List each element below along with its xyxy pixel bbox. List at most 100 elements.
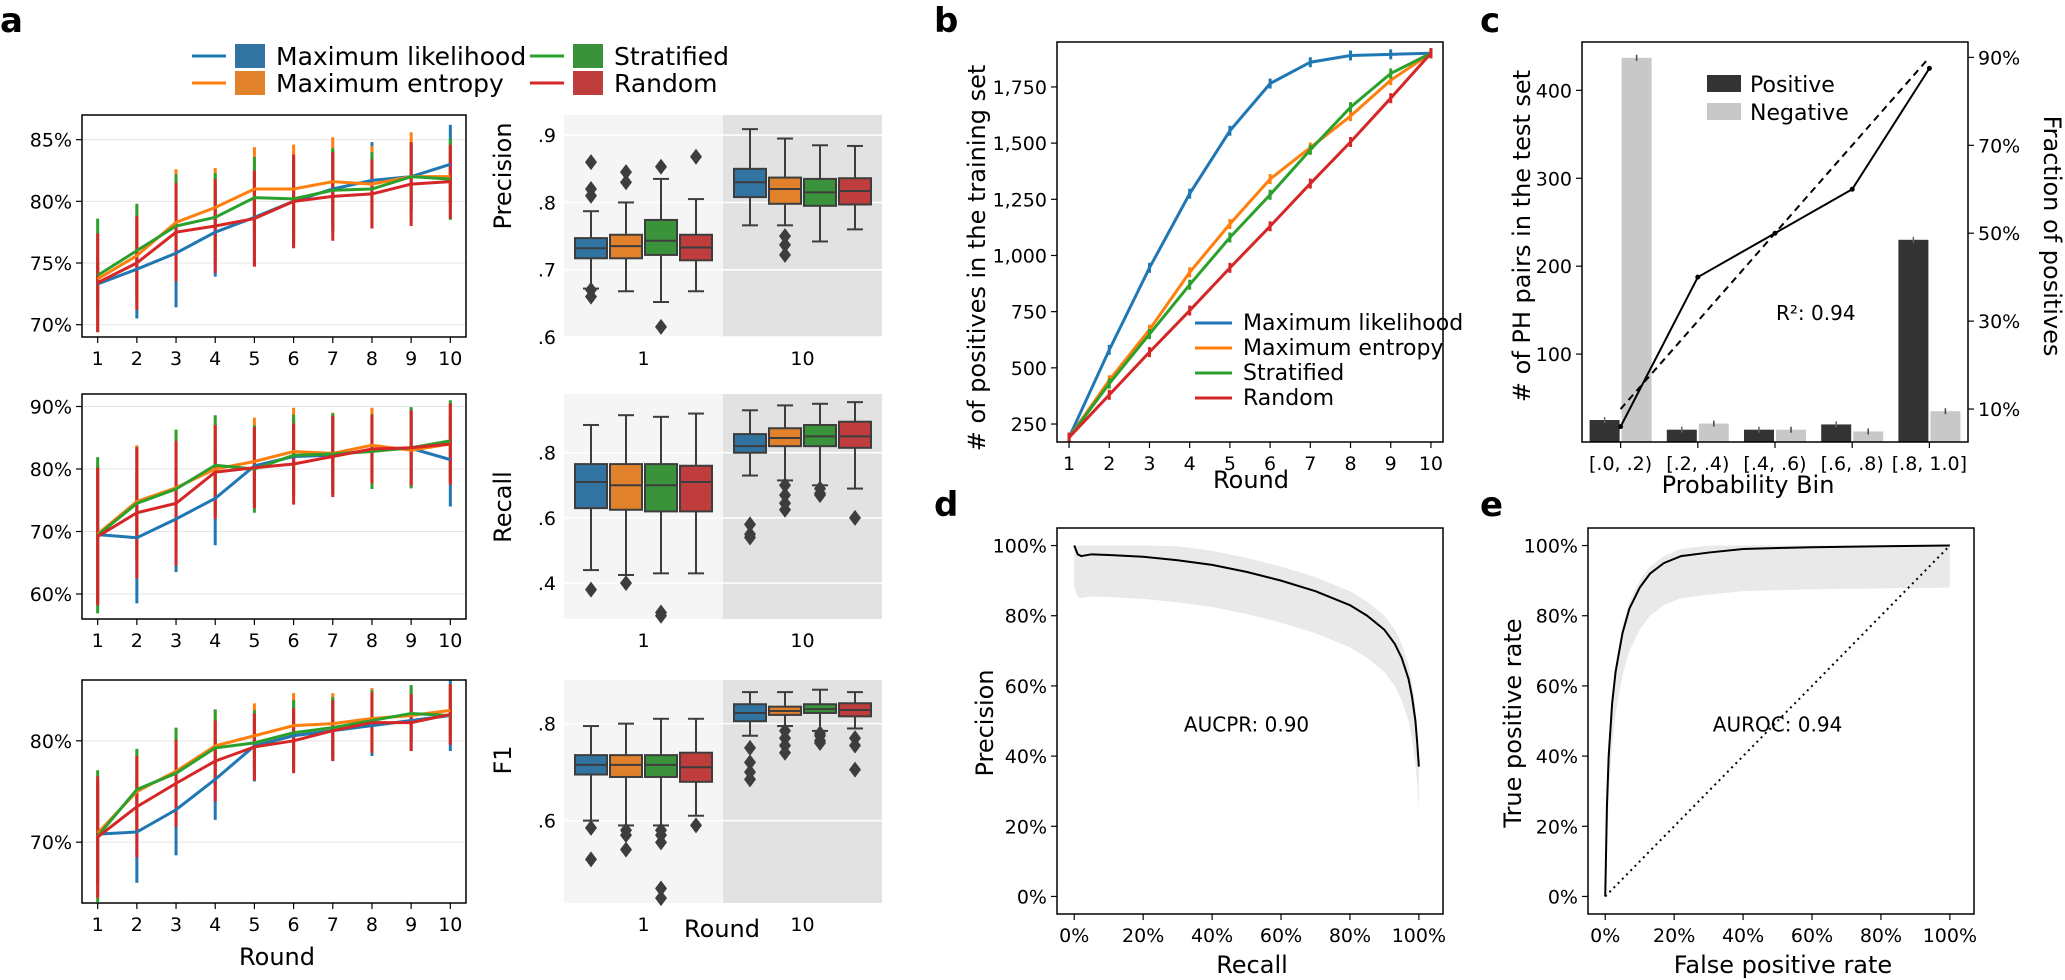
a-recall-box-ytick-label: .4 <box>538 573 556 595</box>
c-xtick-label: [.6, .8) <box>1821 453 1884 475</box>
a-precision-lines-plot: 70% 75% 80% 85% 1 2 3 4 5 6 7 8 9 10 <box>30 124 466 370</box>
e-xtick-label: 20% <box>1653 925 1695 947</box>
a-precision-lines-xtick-label: 4 <box>209 348 221 370</box>
c-plot: 100 200 300 400 10% 30% 50% 70% 90% [.0, .2) [.2, … <box>1536 47 2021 475</box>
a-f1-box-bg-round1 <box>564 680 723 903</box>
e-ytick-label: 100% <box>1524 536 1578 558</box>
a-recall-box-xtick-label: 10 <box>790 630 814 652</box>
b-xtick-label: 9 <box>1385 453 1397 475</box>
a-precision-lines-series-line <box>96 180 451 285</box>
a-f1-box-outlier <box>849 737 861 754</box>
a-f1-box-outlier <box>655 834 667 851</box>
e-xtick-label: 60% <box>1791 925 1833 947</box>
a-recall-lines-plot: 60% 70% 80% 90% 1 2 3 4 5 6 7 8 9 10 <box>30 397 466 652</box>
a-f1-lines-plot: 70% 80% 1 2 3 4 5 6 7 8 9 10 <box>30 680 466 936</box>
b-series-line <box>1067 51 1432 439</box>
a-recall-lines-series-line <box>96 442 451 536</box>
a-recall-box-box <box>733 433 767 454</box>
a-f1-lines-series-line <box>96 711 451 838</box>
a-f1-box-box <box>644 754 678 778</box>
a-recall-lines-ytick-label: 70% <box>30 522 72 544</box>
d-annotation: AUCPR: 0.90 <box>1184 713 1309 737</box>
c-observed-point <box>1695 274 1701 280</box>
b-series-line <box>1067 52 1433 439</box>
a-recall-box-outlier <box>779 477 791 494</box>
a-f1-box-xtick-label: 10 <box>790 914 814 936</box>
b-ytick-label: 500 <box>1011 358 1047 380</box>
c-legend-negative-label: Negative <box>1750 101 1849 126</box>
a-recall-box-box <box>679 464 713 513</box>
e-annotation: AUROC: 0.94 <box>1713 713 1843 737</box>
e-ytick-label: 60% <box>1536 676 1578 698</box>
a-f1-box-xtick-label: 1 <box>637 914 649 936</box>
c-bar-positive <box>1589 420 1620 442</box>
a-f1-box-outlier <box>779 744 791 761</box>
d-xtick-label: 60% <box>1260 925 1302 947</box>
e-ytick-label: 20% <box>1536 816 1578 838</box>
a-f1-lines-xtick-label: 10 <box>438 914 462 936</box>
a-recall-lines-xtick-label: 5 <box>248 630 260 652</box>
c-ytick-right-label: 70% <box>1978 135 2020 157</box>
b-ytick-label: 1,250 <box>993 189 1047 211</box>
panel-label-d: d <box>934 485 958 525</box>
a-precision-box-ytick-label: .9 <box>538 125 556 147</box>
d-ytick-label: 80% <box>1005 606 1047 628</box>
a-f1-lines-series-line <box>96 708 451 835</box>
a-recall-box-outlier <box>779 487 791 504</box>
b-series-line <box>1067 51 1431 439</box>
d-ytick-label: 20% <box>1005 816 1047 838</box>
a-f1-box-outlier <box>655 890 667 907</box>
a-f1-box-outlier <box>814 735 826 752</box>
b-ytick-label: 250 <box>1011 414 1047 436</box>
a-f1-box-outlier <box>585 851 597 868</box>
a-recall-box-box <box>644 463 678 513</box>
a-precision-box-xtick-label: 10 <box>790 348 814 370</box>
b-legend-label: Stratified <box>1243 361 1344 386</box>
a-precision-box-outlier <box>779 228 791 245</box>
a-f1-lines-series-line <box>96 712 451 839</box>
c-ytick-label: 200 <box>1536 256 1572 278</box>
e-mean-curve <box>1604 544 1950 897</box>
a-recall-lines-xtick-label: 7 <box>327 630 339 652</box>
b-xtick-label: 10 <box>1419 453 1443 475</box>
a-recall-box-plot: .4 .6 .8 1 10 <box>538 394 882 652</box>
b-legend-label: Maximum likelihood <box>1243 311 1463 336</box>
a-recall-box-outlier <box>744 516 756 533</box>
b-legend-label: Maximum entropy <box>1243 336 1444 361</box>
c-xtick-label: [.4, .6) <box>1743 453 1806 475</box>
e-ytick-label: 0% <box>1548 886 1578 908</box>
b-ytick-label: 1,750 <box>993 77 1047 99</box>
c-xtick-label: [.0, .2) <box>1589 453 1652 475</box>
a-f1-box-box <box>609 754 643 778</box>
a-precision-lines-ytick-label: 70% <box>30 315 72 337</box>
a-recall-box-outlier <box>585 581 597 598</box>
a-f1-box-plot: .6 .8 1 10 <box>538 680 882 936</box>
e-ytick-label: 40% <box>1536 746 1578 768</box>
c-observed-point <box>1618 424 1624 430</box>
a-precision-box-ytick-label: .6 <box>538 327 556 349</box>
a-precision-lines-ytick-label: 80% <box>30 191 72 213</box>
b-ylabel: # of positives in the training set <box>963 65 991 452</box>
a-precision-box-ytick-label: .8 <box>538 192 556 214</box>
a-recall-lines-xtick-label: 6 <box>288 630 300 652</box>
c-ylabel: # of PH pairs in the test set <box>1508 70 1536 402</box>
legend-a-rd-swatch <box>573 71 603 95</box>
a-precision-lines-ytick-label: 75% <box>30 253 72 275</box>
a-precision-box-outlier <box>690 148 702 165</box>
legend-a-st-label: Stratified <box>614 42 729 71</box>
b-ytick-label: 1,000 <box>993 245 1047 267</box>
c-bar-positive <box>1821 424 1852 442</box>
a-precision-box-xtick-label: 1 <box>637 348 649 370</box>
a-precision-lines-xtick-label: 10 <box>438 348 462 370</box>
c-legend-negative-swatch <box>1707 103 1741 120</box>
d-xtick-label: 40% <box>1191 925 1233 947</box>
a-f1-lines-xtick-label: 8 <box>366 914 378 936</box>
e-xtick-label: 100% <box>1923 925 1977 947</box>
b-ytick-label: 750 <box>1011 302 1047 324</box>
a-precision-lines-xtick-label: 6 <box>288 348 300 370</box>
b-legend-label: Random <box>1243 386 1334 411</box>
e-xtick-label: 80% <box>1860 925 1902 947</box>
a-f1-box-outlier <box>655 880 667 897</box>
